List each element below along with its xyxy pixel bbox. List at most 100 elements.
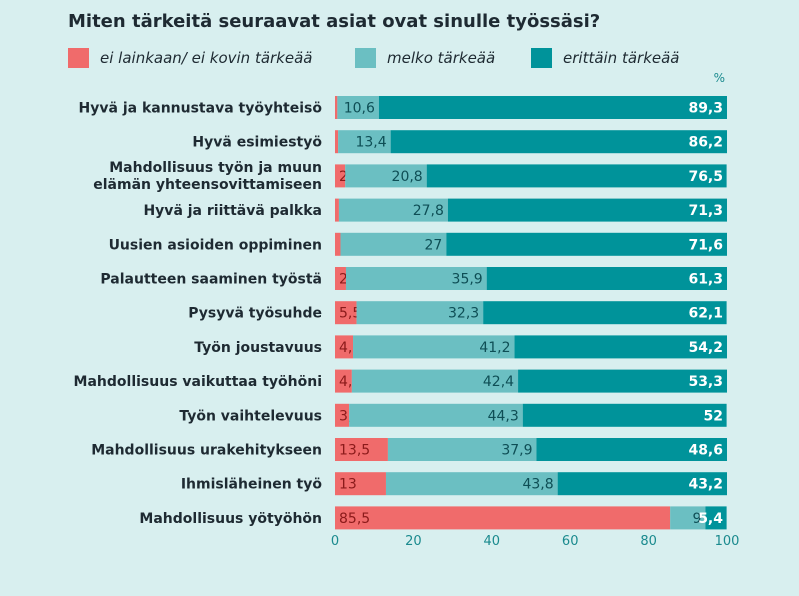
- data-label: 52: [704, 408, 723, 424]
- category-label: Mahdollisuus vaikuttaa työhöni: [74, 374, 322, 390]
- category-label: Hyvä ja kannustava työyhteisö: [79, 101, 323, 117]
- x-tick-label: 40: [484, 534, 501, 549]
- bar-segment: [486, 267, 727, 290]
- bar-segment: [335, 403, 350, 427]
- data-label: 5,4: [698, 511, 723, 527]
- category-label: Pysyvä työsuhde: [188, 306, 322, 322]
- x-tick-label: 60: [562, 534, 579, 549]
- data-label: 76,5: [688, 169, 723, 185]
- data-label: 10,6: [344, 101, 375, 117]
- data-label: 43,2: [688, 477, 723, 493]
- bar-segment: [335, 96, 338, 119]
- data-label: 54,2: [688, 340, 723, 356]
- data-label: 62,1: [688, 306, 723, 322]
- data-label: 27,8: [413, 203, 444, 219]
- data-label: 41,2: [479, 340, 510, 356]
- category-label: Mahdollisuus työn ja muun elämän yhteenso…: [93, 160, 322, 193]
- bar-segment: [557, 472, 727, 496]
- bar-segment: [337, 96, 379, 119]
- data-label: 37,9: [501, 443, 532, 459]
- bar-segment: [356, 301, 484, 325]
- x-tick-label: 80: [640, 534, 657, 549]
- legend-label-0: ei lainkaan/ ei kovin tärkeää: [100, 49, 312, 67]
- data-label: 13,5: [339, 443, 370, 459]
- bar-segment: [514, 335, 727, 359]
- bar-segment: [335, 369, 352, 393]
- data-label: 43,8: [522, 477, 553, 493]
- data-label: 48,6: [688, 443, 723, 459]
- data-label: 53,3: [688, 374, 723, 390]
- category-label: Mahdollisuus yötyöhön: [139, 511, 322, 527]
- data-label: 20,8: [392, 169, 423, 185]
- category-label: Hyvä esimiestyö: [192, 135, 322, 151]
- data-label: 32,3: [448, 306, 479, 322]
- bar-segment: [335, 335, 354, 359]
- bars: 10,689,313,486,22,620,876,5127,871,31,42…: [335, 96, 727, 530]
- bar-segment: [426, 164, 727, 188]
- bar-segment: [345, 164, 427, 188]
- bar-segment: [522, 403, 727, 427]
- bar-segment: [349, 403, 523, 427]
- data-label: 71,3: [688, 203, 723, 219]
- legend: ei lainkaan/ ei kovin tärkeää melko tärke…: [68, 48, 680, 68]
- bar-segment: [335, 301, 357, 325]
- x-tick-label: 20: [405, 534, 422, 549]
- data-label: 27: [424, 237, 442, 253]
- data-label: 35,9: [452, 272, 483, 288]
- bar-segment: [335, 267, 346, 290]
- bar-segment: [345, 267, 487, 290]
- bar-segment: [335, 438, 388, 461]
- bar-segment: [483, 301, 727, 325]
- data-label: 86,2: [688, 135, 723, 151]
- bar-segment: [390, 130, 727, 154]
- data-label: 89,3: [688, 101, 723, 117]
- bar-segment: [353, 335, 515, 359]
- bar-segment: [335, 198, 339, 222]
- bar-segment: [705, 506, 727, 530]
- bar-segment: [335, 506, 671, 530]
- category-label: Mahdollisuus urakehitykseen: [91, 443, 322, 459]
- x-axis: 0 20 40 60 80 100: [331, 534, 740, 549]
- category-label: Työn joustavuus: [194, 340, 322, 356]
- bar-segment: [518, 369, 727, 393]
- x-tick-label: 100: [715, 534, 740, 549]
- bar-segment: [385, 472, 558, 496]
- legend-label-2: erittäin tärkeää: [563, 49, 680, 67]
- bar-segment: [335, 164, 346, 188]
- x-tick-label: 0: [331, 534, 339, 549]
- bar-segment: [446, 232, 727, 256]
- bar-segment: [387, 438, 537, 461]
- data-label: 13: [339, 477, 357, 493]
- bar-segment: [340, 232, 447, 256]
- legend-swatch-0: [68, 48, 89, 68]
- bar-segment: [338, 198, 448, 222]
- data-label: 5,5: [339, 306, 361, 322]
- bar-segment: [338, 130, 391, 154]
- bar-segment: [335, 232, 341, 256]
- legend-label-1: melko tärkeää: [387, 49, 495, 67]
- category-label: Palautteen saaminen työstä: [100, 272, 322, 288]
- data-label: 85,5: [339, 511, 370, 527]
- bar-segment: [335, 472, 386, 496]
- data-label: 61,3: [688, 272, 723, 288]
- legend-swatch-1: [355, 48, 376, 68]
- bar-segment: [378, 96, 727, 119]
- data-label: 71,6: [688, 237, 723, 253]
- category-label: Hyvä ja riittävä palkka: [143, 203, 322, 219]
- bar-segment: [670, 506, 706, 530]
- category-label: Työn vaihtelevuus: [179, 408, 322, 424]
- category-labels: Hyvä ja kannustava työyhteisö Hyvä esimie…: [74, 101, 323, 527]
- chart-title: Miten tärkeitä seuraavat asiat ovat sinu…: [68, 11, 600, 32]
- data-label: 42,4: [483, 374, 514, 390]
- data-label: 9: [693, 511, 702, 527]
- legend-swatch-2: [531, 48, 552, 68]
- bar-segment: [351, 369, 519, 393]
- bar-segment: [536, 438, 727, 461]
- category-label: Uusien asioiden oppiminen: [109, 237, 322, 253]
- category-label: Ihmisläheinen työ: [181, 477, 323, 493]
- bar-segment: [447, 198, 727, 222]
- data-label: 13,4: [355, 135, 386, 151]
- data-label: 44,3: [488, 408, 519, 424]
- unit-label: %: [714, 71, 725, 85]
